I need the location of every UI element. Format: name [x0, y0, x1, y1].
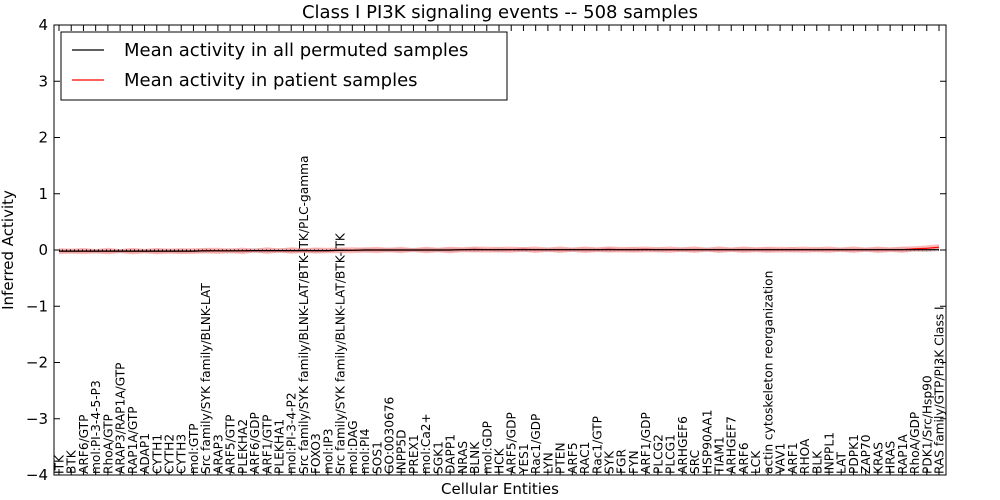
category-label: ZAP70 — [859, 434, 873, 474]
category-label: RAS family/GTP/PI3K Class I — [933, 306, 947, 474]
category-label: Src family/SYK family/BLNK-LAT/BTK-ITK — [334, 232, 348, 474]
category-label: PLCG1 — [664, 434, 678, 474]
category-label: ARF1/GTP — [260, 415, 274, 474]
legend: Mean activity in all permuted samples Me… — [60, 31, 508, 101]
category-label: BLK — [810, 450, 824, 474]
category-label: BTK — [65, 449, 79, 474]
category-label: mol:GTP — [187, 423, 201, 474]
category-label: mol:Ca2+ — [419, 413, 433, 474]
category-label: ARF5 — [566, 442, 580, 474]
y-axis-label: Inferred Activity — [0, 190, 17, 310]
chart-title: Class I PI3K signaling events -- 508 sam… — [302, 2, 698, 23]
category-label: ARF6/GDP — [248, 412, 262, 474]
legend-box — [60, 31, 508, 101]
y-tick-label: −1 — [26, 297, 48, 315]
y-tick-label: 2 — [38, 129, 48, 147]
category-label: SYK — [603, 450, 617, 474]
category-label: mol:IP3 — [321, 428, 335, 474]
category-label: ARAP3/RAP1A/GTP — [114, 362, 128, 474]
category-label: LYN — [541, 452, 555, 474]
category-label: TIAM1 — [713, 436, 727, 475]
y-tick-label: 4 — [38, 16, 48, 34]
y-tick-label: 0 — [38, 241, 48, 259]
x-axis-ticks — [58, 25, 940, 475]
y-tick-label: 1 — [38, 185, 48, 203]
y-tick-label: −2 — [26, 354, 48, 372]
category-label: PLEKHA1 — [273, 419, 287, 474]
category-label: actin cytoskeleton reorganization — [761, 271, 775, 474]
category-label: PDK1/Src/Hsp90 — [920, 375, 934, 474]
category-label: mol:GDP — [480, 421, 494, 474]
series-line-permuted — [59, 249, 939, 252]
y-axis-ticks: −4 −3 −2 −1 0 1 2 3 4 — [26, 16, 946, 484]
category-label: FOXO3 — [309, 433, 323, 474]
category-label: LAT — [835, 452, 849, 474]
y-tick-label: 3 — [38, 72, 48, 90]
category-label: VAV1 — [774, 443, 788, 474]
x-axis-label: Cellular Entities — [441, 480, 559, 498]
category-label: PLCG2 — [651, 434, 665, 474]
category-label: PTEN — [554, 442, 568, 474]
category-label: PREX1 — [407, 434, 421, 474]
category-label: mol:DAG — [346, 420, 360, 474]
category-label: mol:PI-3-4-5-P3 — [89, 380, 103, 474]
category-label: mol:PI4 — [358, 428, 372, 474]
category-label: Rac1/GTP — [590, 416, 604, 474]
category-label: SOS1 — [370, 441, 384, 474]
category-label: GO:0030676 — [383, 397, 397, 474]
category-label: ARHGEF7 — [725, 416, 739, 474]
category-label: FGR — [615, 449, 629, 474]
category-label: SGK1 — [431, 441, 445, 474]
category-label: BLNK — [468, 441, 482, 474]
category-label: YES1 — [517, 443, 531, 475]
category-label: PLEKHA2 — [236, 419, 250, 474]
category-label: ADAP1 — [138, 433, 152, 474]
category-label: mol:PI-3-4-P2 — [285, 392, 299, 474]
category-label: INPPL1 — [823, 432, 837, 474]
category-label: HCK — [493, 447, 507, 474]
category-label: RAP1A/GTP — [126, 406, 140, 474]
category-label: INPP5D — [395, 429, 409, 474]
series-lines — [59, 246, 940, 252]
category-label: RhoA/GTP — [101, 414, 115, 474]
category-label: ITK — [53, 454, 67, 474]
category-label: RHOA — [798, 438, 812, 474]
legend-label-patient: Mean activity in patient samples — [124, 70, 418, 91]
category-label: ARF1/GDP — [639, 412, 653, 474]
category-label: NRAS — [456, 441, 470, 474]
category-label: Src family/SYK family/BLNK-LAT/BTK-ITK/P… — [297, 156, 311, 474]
category-label: CYTH3 — [175, 434, 189, 474]
category-label: SRC — [688, 450, 702, 474]
category-label: ARAP3 — [211, 434, 225, 474]
category-label: ARF1 — [786, 442, 800, 474]
category-label: HSP90AA1 — [700, 409, 714, 474]
category-label: CYTH1 — [150, 434, 164, 474]
category-label: ARF6/GTP — [77, 415, 91, 474]
category-label: ARF5/GTP — [224, 415, 238, 474]
category-label: ARF5/GDP — [505, 412, 519, 474]
category-label: FYN — [627, 450, 641, 474]
category-label: RAP1A — [896, 434, 910, 474]
plot-frame — [53, 24, 947, 476]
y-tick-label: −4 — [26, 466, 48, 484]
category-label: ARF6 — [737, 442, 751, 474]
category-label: HRAS — [884, 441, 898, 474]
legend-label-permuted: Mean activity in all permuted samples — [124, 40, 468, 61]
category-label: CYTH2 — [163, 434, 177, 474]
category-label: Src family/SYK family/BLNK-LAT — [199, 283, 213, 474]
category-label: KRAS — [871, 442, 885, 474]
category-label: ARHGEF6 — [676, 416, 690, 474]
category-labels: ITKBTKARF6/GTPmol:PI-3-4-5-P3RhoA/GTPARA… — [53, 156, 947, 475]
category-label: Rac1/GDP — [529, 414, 543, 474]
category-label: RhoA/GDP — [908, 412, 922, 474]
y-tick-label: −3 — [26, 410, 48, 428]
category-label: DAPP1 — [444, 434, 458, 474]
category-label: PDPK1 — [847, 434, 861, 474]
category-label: RAC1 — [578, 442, 592, 474]
category-label: LCK — [749, 450, 763, 474]
